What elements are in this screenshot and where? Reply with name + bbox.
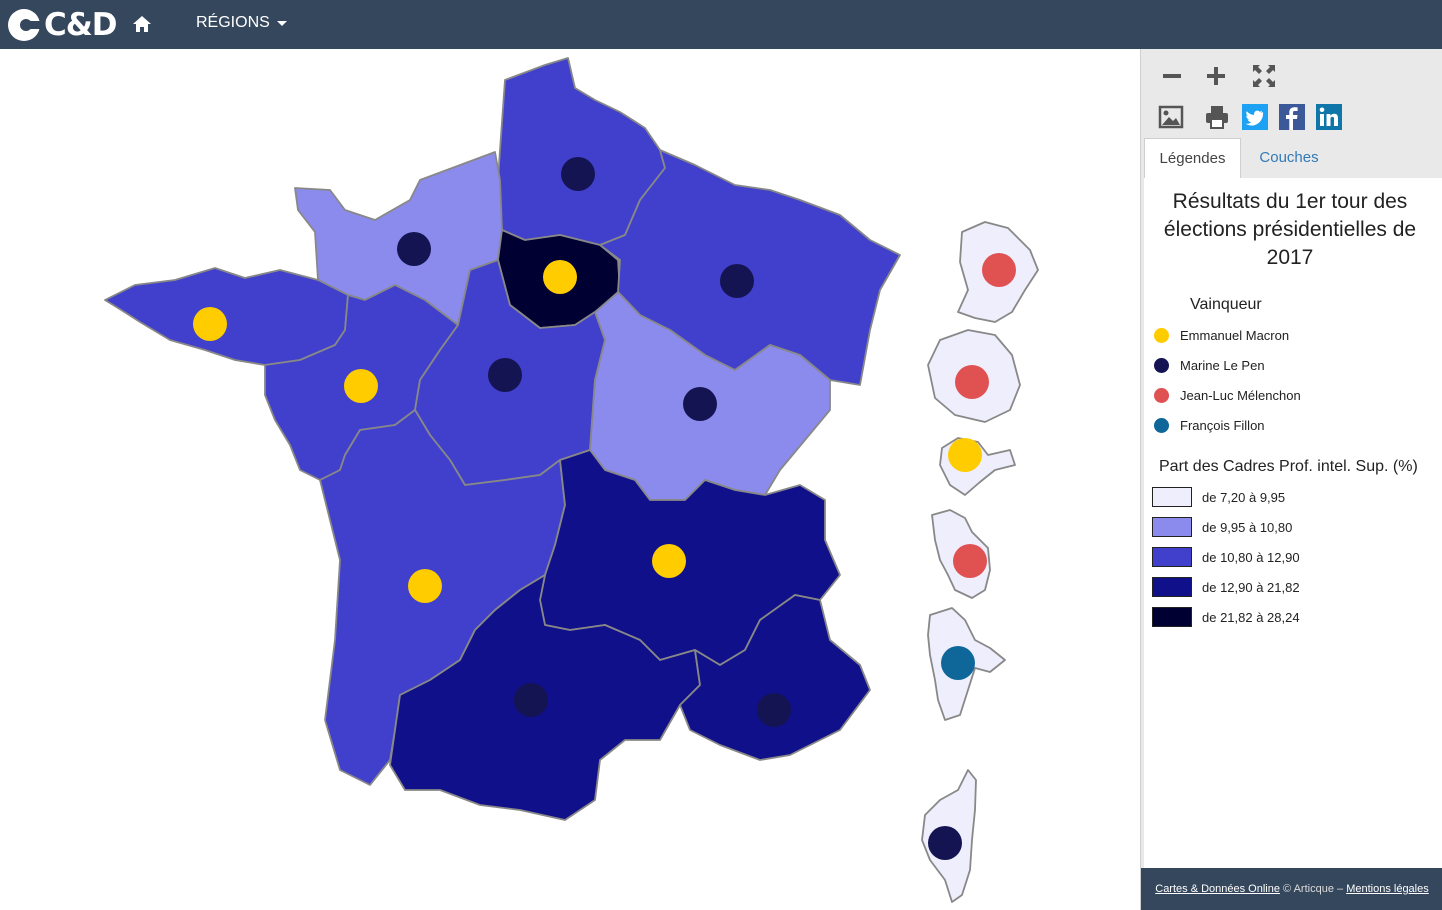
marker-normandie[interactable] — [397, 232, 431, 266]
legend-winner-item: Marine Le Pen — [1144, 354, 1265, 376]
marker-occitanie[interactable] — [514, 683, 548, 717]
winner-swatch — [1154, 387, 1169, 403]
winner-label: Marine Le Pen — [1180, 357, 1265, 373]
marker-guadeloupe[interactable] — [948, 438, 982, 472]
marker-guyane[interactable] — [982, 253, 1016, 287]
legend-title-line: 2017 — [1266, 246, 1314, 269]
marker-martinique[interactable] — [953, 544, 987, 578]
legend-panel: Résultats du 1er tour des élections prés… — [1144, 178, 1442, 868]
marker-la-reunion[interactable] — [955, 365, 989, 399]
tab-legendes[interactable]: Légendes — [1144, 138, 1241, 178]
linkedin-icon[interactable] — [1316, 104, 1342, 130]
class-swatch — [1152, 517, 1192, 537]
marker-hauts-de-france[interactable] — [561, 157, 595, 191]
marker-bretagne[interactable] — [193, 307, 227, 341]
marker-centre-val-de-loire[interactable] — [488, 358, 522, 392]
marker-bourgogne-franche-comte[interactable] — [683, 387, 717, 421]
class-label: de 9,95 à 10,80 — [1202, 519, 1293, 535]
marker-grand-est[interactable] — [720, 264, 754, 298]
winner-section-title: Vainqueur — [1190, 296, 1262, 313]
winner-swatch — [1154, 327, 1169, 343]
logo[interactable]: C&D — [6, 7, 118, 43]
regions-dropdown[interactable]: RÉGIONS — [196, 14, 287, 32]
print-icon[interactable] — [1204, 104, 1230, 130]
marker-pays-de-la-loire[interactable] — [344, 369, 378, 403]
zoom-in-icon[interactable] — [1203, 63, 1229, 89]
panel-tabs: Légendes Couches — [1141, 137, 1442, 178]
facebook-icon[interactable] — [1279, 104, 1305, 130]
marker-mayotte[interactable] — [941, 646, 975, 680]
class-swatch — [1152, 487, 1192, 507]
home-icon[interactable] — [131, 13, 153, 35]
class-swatch — [1152, 577, 1192, 597]
winner-markers — [193, 157, 1016, 860]
legend-title-line: élections présidentielles de — [1163, 218, 1417, 241]
legend-title: Résultats du 1er tour des élections prés… — [1144, 188, 1436, 272]
class-label: de 10,80 à 12,90 — [1202, 549, 1300, 565]
mentions-legales-link[interactable]: Mentions légales — [1346, 883, 1429, 895]
image-export-icon[interactable] — [1158, 104, 1184, 130]
class-swatch — [1152, 607, 1192, 627]
winner-swatch — [1154, 417, 1169, 433]
legend-class-item: de 7,20 à 9,95 — [1144, 486, 1285, 508]
legend-winner-item: François Fillon — [1144, 414, 1265, 436]
winner-label: François Fillon — [1180, 417, 1265, 433]
class-label: de 21,82 à 28,24 — [1202, 609, 1300, 625]
twitter-icon[interactable] — [1242, 104, 1268, 130]
legend-winner-item: Jean-Luc Mélenchon — [1144, 384, 1301, 406]
cartes-donnees-link[interactable]: Cartes & Données Online — [1155, 883, 1280, 895]
regions-label: RÉGIONS — [196, 14, 270, 31]
panel-footer: Cartes & Données Online © Articque – Men… — [1141, 868, 1442, 910]
region-bretagne[interactable] — [104, 267, 349, 366]
zoom-out-icon[interactable] — [1159, 63, 1185, 89]
legend-class-item: de 21,82 à 28,24 — [1144, 606, 1300, 628]
marker-nouvelle-aquitaine[interactable] — [408, 569, 442, 603]
marker-auvergne-rhone-alpes[interactable] — [652, 544, 686, 578]
winner-swatch — [1154, 357, 1169, 373]
class-label: de 12,90 à 21,82 — [1202, 579, 1300, 595]
marker-paca[interactable] — [757, 693, 791, 727]
caret-down-icon — [276, 20, 287, 26]
side-panel: Légendes Couches Résultats du 1er tour d… — [1140, 49, 1442, 910]
class-label: de 7,20 à 9,95 — [1202, 489, 1286, 505]
choropleth-section-title: Part des Cadres Prof. intel. Sup. (%) — [1159, 458, 1418, 475]
map-canvas[interactable] — [0, 49, 1140, 910]
logo-icon — [8, 9, 42, 41]
marker-corse[interactable] — [928, 826, 962, 860]
fullscreen-icon[interactable] — [1251, 63, 1277, 89]
class-swatch — [1152, 547, 1192, 567]
logo-text: C&D — [44, 7, 118, 43]
winner-label: Emmanuel Macron — [1180, 327, 1290, 343]
legend-class-item: de 9,95 à 10,80 — [1144, 516, 1292, 538]
top-navbar: C&D RÉGIONS — [0, 0, 1442, 49]
legend-class-item: de 12,90 à 21,82 — [1144, 576, 1300, 598]
legend-title-line: Résultats du 1er tour des — [1172, 190, 1408, 213]
legend-class-item: de 10,80 à 12,90 — [1144, 546, 1300, 568]
winner-label: Jean-Luc Mélenchon — [1180, 387, 1301, 403]
region-provence-alpes-cote-d-azur[interactable] — [679, 594, 871, 761]
legend-winner-item: Emmanuel Macron — [1144, 324, 1289, 346]
copyright-text: © Articque – — [1279, 883, 1347, 895]
marker-ile-de-france[interactable] — [543, 260, 577, 294]
tab-couches[interactable]: Couches — [1259, 149, 1319, 166]
